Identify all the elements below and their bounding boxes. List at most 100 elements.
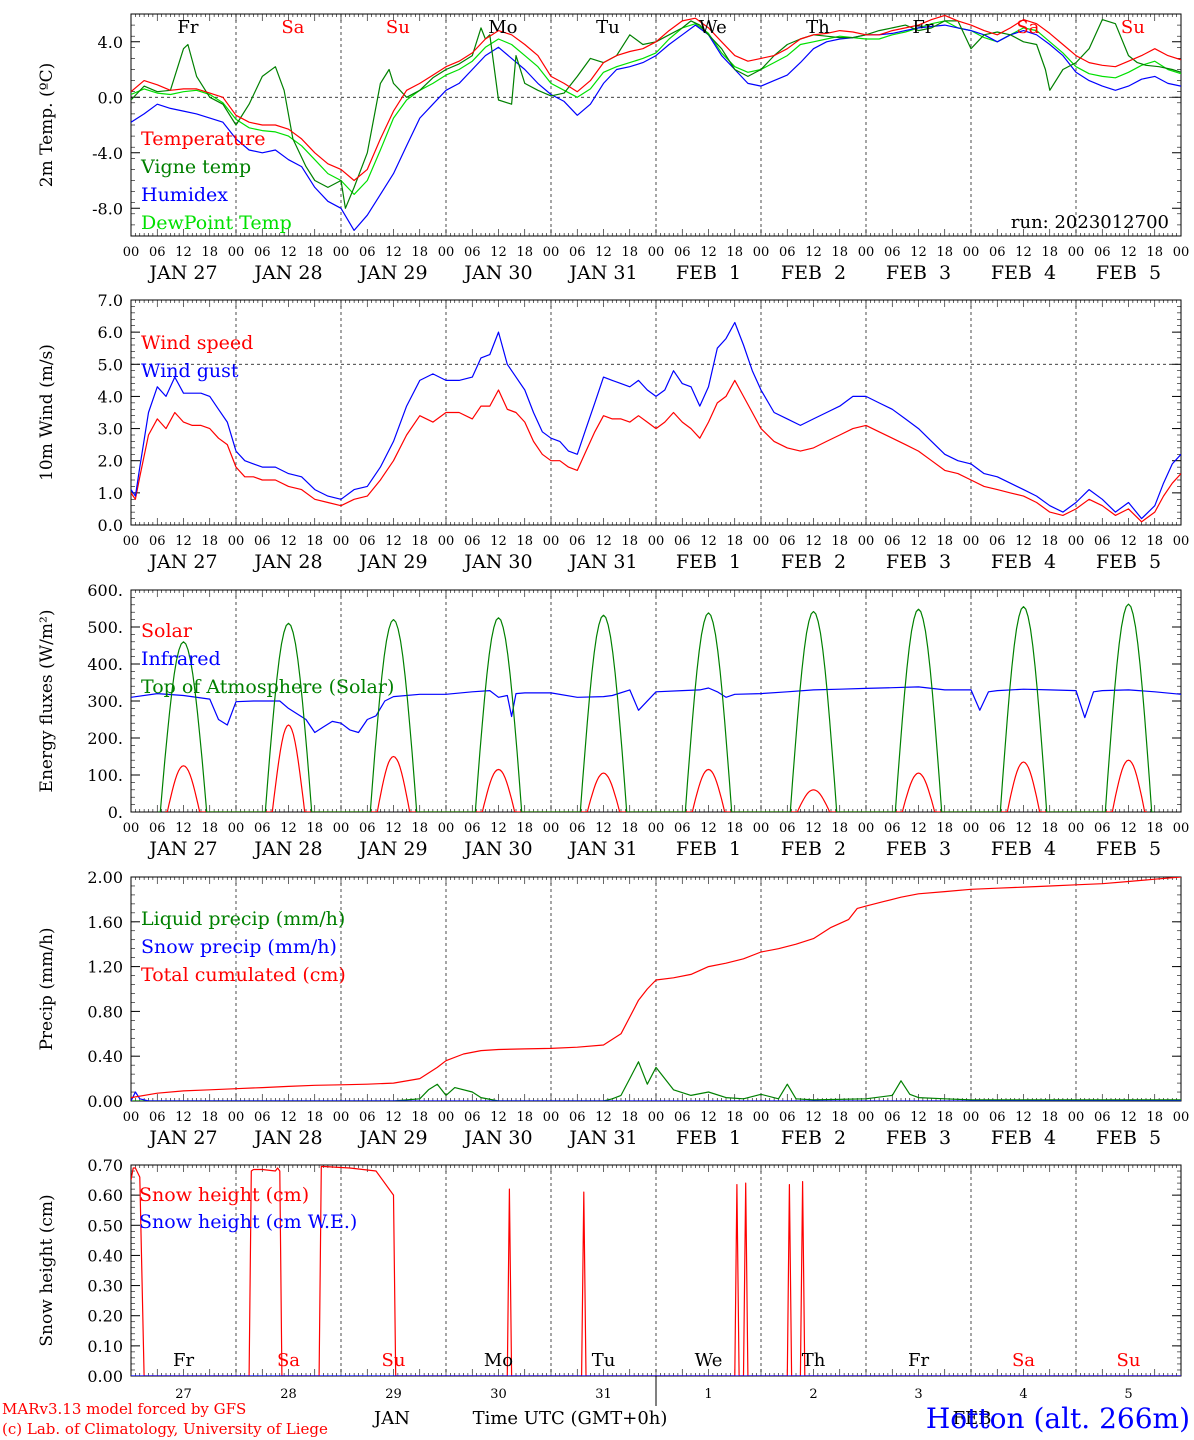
x-date-label: JAN 29 xyxy=(357,551,427,573)
x-hour-label: 18 xyxy=(516,534,533,549)
day-name-label: Sa xyxy=(1012,1350,1035,1371)
x-date-label: FEB 4 xyxy=(991,262,1056,284)
x-hour-label: 12 xyxy=(595,534,612,549)
x-hour-label: 12 xyxy=(490,534,507,549)
legend-entry: Solar xyxy=(141,620,193,642)
y-axis-label: Energy fluxes (W/m²) xyxy=(37,610,57,793)
legend-entry: Vigne temp xyxy=(140,156,251,178)
x-hour-label: 00 xyxy=(648,821,665,836)
x-hour-label: 18 xyxy=(201,245,218,260)
x-hour-label: 12 xyxy=(1120,534,1137,549)
y-tick-label: 0.0 xyxy=(98,516,123,535)
x-hour-label: 06 xyxy=(674,534,691,549)
x-hour-label: 06 xyxy=(359,821,376,836)
legend-entry: Temperature xyxy=(141,128,265,150)
x-hour-label: 18 xyxy=(411,1110,428,1125)
x-hour-label: 18 xyxy=(831,534,848,549)
x-hour-label: 00 xyxy=(228,1110,245,1125)
x-date-label: JAN 31 xyxy=(567,1127,637,1149)
x-hour-label: 06 xyxy=(989,534,1006,549)
series-line-solar xyxy=(165,724,1147,812)
x-hour-label: 06 xyxy=(464,245,481,260)
legend-entry: Total cumulated (cm) xyxy=(141,964,346,986)
x-hour-label: 12 xyxy=(280,245,297,260)
series-line-snow-height-cm xyxy=(131,1165,1181,1376)
x-hour-label: 12 xyxy=(175,1110,192,1125)
x-date-label: FEB 4 xyxy=(991,551,1056,573)
x-hour-label: 00 xyxy=(1173,245,1190,260)
x-date-label: JAN 28 xyxy=(252,1127,322,1149)
x-hour-label: 06 xyxy=(254,821,271,836)
x-hour-label: 06 xyxy=(149,1110,166,1125)
x-hour-label: 06 xyxy=(989,1110,1006,1125)
x-date-label: JAN 29 xyxy=(357,1127,427,1149)
month-label-jan: JAN xyxy=(372,1408,410,1429)
x-hour-label: 18 xyxy=(201,534,218,549)
x-date-label: FEB 3 xyxy=(886,838,951,860)
y-tick-label: 400. xyxy=(87,655,123,674)
legend-entry: Wind gust xyxy=(141,360,239,382)
x-hour-label: 00 xyxy=(648,1110,665,1125)
x-hour-label: 00 xyxy=(1068,245,1085,260)
series-line-humidex xyxy=(131,24,1181,231)
x-hour-label: 00 xyxy=(1068,534,1085,549)
y-tick-label: 100. xyxy=(87,766,123,785)
x-hour-label: 12 xyxy=(385,534,402,549)
series-layer xyxy=(131,321,1181,523)
x-hour-label: 06 xyxy=(254,245,271,260)
x-date-label: FEB 3 xyxy=(886,551,951,573)
y-tick-label: 0.60 xyxy=(87,1186,123,1205)
x-hour-label: 00 xyxy=(648,245,665,260)
x-date-label: FEB 1 xyxy=(676,838,741,860)
y-tick-label: 200. xyxy=(87,729,123,748)
day-name-label: We xyxy=(699,17,727,38)
panels-layer: -8.0 -4.0 0.0 4.0 2m Temp. (ºC) Temperature Vi… xyxy=(37,13,1190,1406)
series-line-temperature xyxy=(131,14,1181,182)
x-hour-label: 18 xyxy=(726,534,743,549)
x-hour-label: 06 xyxy=(1094,534,1111,549)
x-hour-label: 00 xyxy=(858,821,875,836)
legend-entry: Liquid precip (mm/h) xyxy=(141,908,345,930)
x-day-number: 3 xyxy=(914,1387,922,1402)
x-hour-label: 00 xyxy=(1068,1110,1085,1125)
x-date-label: JAN 31 xyxy=(567,838,637,860)
x-date-label: JAN 28 xyxy=(252,262,322,284)
y-tick-label: 1.60 xyxy=(87,913,123,932)
x-hour-label: 12 xyxy=(595,821,612,836)
x-hour-label: 00 xyxy=(1173,534,1190,549)
x-hour-label: 00 xyxy=(963,245,980,260)
x-hour-label: 18 xyxy=(831,821,848,836)
x-hour-label: 06 xyxy=(464,534,481,549)
y-tick-label: 7.0 xyxy=(98,291,123,310)
month-label-feb: FEB xyxy=(953,1408,992,1429)
x-hour-label: 06 xyxy=(464,821,481,836)
x-axis-title: Time UTC (GMT+0h) xyxy=(473,1408,668,1429)
x-date-label: FEB 1 xyxy=(676,1127,741,1149)
x-hour-label: 12 xyxy=(700,821,717,836)
y-tick-label: 4.0 xyxy=(98,33,123,52)
panel-2: 0.0 1.0 2.0 3.0 4.0 5.0 6.0 7.0 10m Wind (m/s) Wi… xyxy=(37,291,1189,573)
legend-entry: Top of Atmosphere (Solar) xyxy=(141,676,394,698)
x-hour-label: 18 xyxy=(621,534,638,549)
x-hour-label: 00 xyxy=(228,821,245,836)
day-name-label: Mo xyxy=(484,1350,513,1371)
x-hour-label: 06 xyxy=(884,534,901,549)
x-hour-label: 18 xyxy=(1041,245,1058,260)
day-name-label: Su xyxy=(382,1350,406,1371)
x-hour-label: 12 xyxy=(490,245,507,260)
y-tick-label: 0.80 xyxy=(87,1002,123,1021)
x-hour-label: 00 xyxy=(333,245,350,260)
legend-entry: Snow height (cm) xyxy=(139,1184,309,1206)
x-hour-label: 00 xyxy=(858,1110,875,1125)
day-name-label: Tu xyxy=(592,1350,616,1371)
x-hour-label: 12 xyxy=(490,1110,507,1125)
x-hour-label: 18 xyxy=(831,245,848,260)
day-name-label: Fr xyxy=(908,1350,929,1371)
x-hour-label: 18 xyxy=(1041,1110,1058,1125)
day-name-label: Su xyxy=(386,17,410,38)
x-day-number: 28 xyxy=(280,1387,297,1402)
x-hour-label: 12 xyxy=(805,821,822,836)
x-date-label: JAN 29 xyxy=(357,262,427,284)
x-day-number: 27 xyxy=(175,1387,192,1402)
